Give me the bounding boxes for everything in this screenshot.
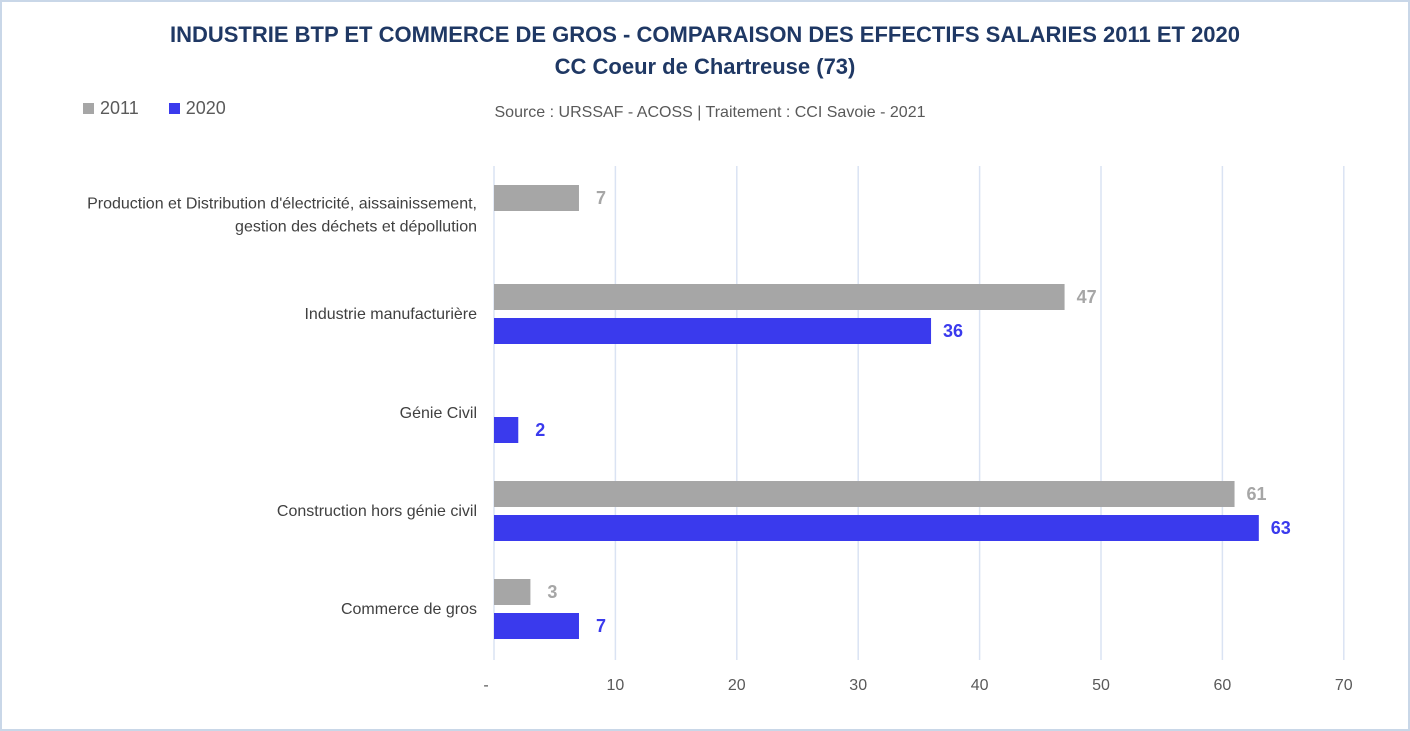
x-tick-label: 10 <box>607 677 625 694</box>
data-label-2011: 3 <box>547 582 557 602</box>
bar-2020 <box>494 613 579 639</box>
bar-2011 <box>494 579 531 605</box>
legend-item-2011: 2011 <box>83 98 139 119</box>
x-tick-label: 40 <box>971 677 989 694</box>
category-label: gestion des déchets et dépollution <box>235 219 477 236</box>
category-label: Commerce de gros <box>341 601 477 618</box>
data-label-2020: 7 <box>596 616 606 636</box>
x-tick-label: 60 <box>1214 677 1232 694</box>
legend-swatch-2011 <box>83 103 94 114</box>
legend-label-2020: 2020 <box>185 98 226 118</box>
x-tick-label: - <box>483 677 488 694</box>
chart-source: Source : URSSAF - ACOSS | Traitement : C… <box>494 104 926 121</box>
category-label: Génie Civil <box>400 405 477 422</box>
bar-2011 <box>494 185 579 211</box>
chart-title: INDUSTRIE BTP ET COMMERCE DE GROS - COMP… <box>169 22 1241 47</box>
category-label: Production et Distribution d'électricité… <box>87 196 477 213</box>
legend-label-2011: 2011 <box>100 98 139 118</box>
x-tick-label: 50 <box>1092 677 1110 694</box>
data-label-2011: 47 <box>1077 287 1097 307</box>
legend-swatch-2020 <box>168 103 180 114</box>
chart-subtitle: CC Coeur de Chartreuse (73) <box>554 54 856 79</box>
legend-item-2020: 2020 <box>168 98 226 119</box>
x-tick-label: 20 <box>728 677 746 694</box>
bar-2020 <box>494 417 519 443</box>
category-label: Industrie manufacturière <box>304 306 477 323</box>
data-label-2020: 36 <box>943 321 963 341</box>
data-label-2020: 2 <box>535 420 545 440</box>
bar-2020 <box>494 318 932 344</box>
bar-2011 <box>494 481 1235 507</box>
data-label-2011: 7 <box>596 188 606 208</box>
data-label-2011: 61 <box>1247 484 1267 504</box>
data-label-2020: 63 <box>1271 518 1291 538</box>
x-tick-label: 70 <box>1335 677 1353 694</box>
bar-2011 <box>494 284 1065 310</box>
chart-legend: 2011 2020 <box>83 98 256 119</box>
x-tick-label: 30 <box>849 677 867 694</box>
bar-2020 <box>494 515 1259 541</box>
category-label: Construction hors génie civil <box>277 503 477 520</box>
